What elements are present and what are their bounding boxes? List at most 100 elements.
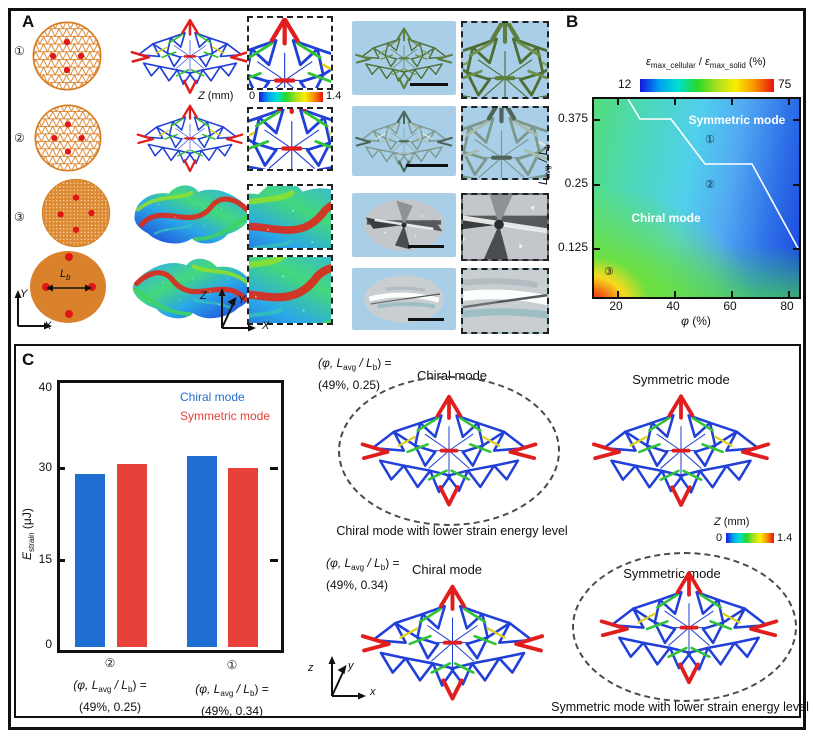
fem-inset-3 xyxy=(247,184,333,250)
photo-sample-1 xyxy=(352,21,456,95)
photo-inset-3 xyxy=(461,193,549,261)
q2-title: Symmetric mode xyxy=(632,372,730,387)
lb-label: Lb xyxy=(60,268,71,282)
defect-dot xyxy=(42,283,50,291)
q1-caption: Chiral mode with lower strain energy lev… xyxy=(336,524,568,538)
q1-fem xyxy=(360,394,538,507)
b-ytick-025: 0.25 xyxy=(564,176,588,190)
b-xtick-80: 80 xyxy=(780,299,794,313)
b-ylabel: Lavg / Lb xyxy=(536,144,552,185)
group1-value: (49%, 0.34) xyxy=(200,704,264,718)
axis-x-label: X xyxy=(44,320,52,332)
phase-diagram: Symmetric mode Chiral mode ① ② ③ xyxy=(592,97,801,299)
c-tickmark xyxy=(57,559,65,562)
fem-result-3 xyxy=(118,175,266,251)
q3-fem xyxy=(360,584,545,701)
bar-symmetric-group1 xyxy=(228,468,258,647)
lattice-design-2 xyxy=(34,104,102,172)
b-ytick-0125: 0.125 xyxy=(557,240,588,254)
photo-inset-4 xyxy=(461,268,549,334)
group1-marker: ① xyxy=(226,658,238,672)
design-2-marker: ② xyxy=(14,131,25,145)
bar-chiral-group2 xyxy=(75,474,105,647)
photo-sample-3 xyxy=(352,193,456,257)
axis-y2-label: Y xyxy=(238,294,246,306)
b-ytick-0375: 0.375 xyxy=(557,111,588,125)
z-colorbar-max: 1.4 xyxy=(326,90,342,102)
region-symmetric-label: Symmetric mode xyxy=(688,113,786,127)
xyz-axes-icon xyxy=(328,656,366,700)
panel-c-label: C xyxy=(22,350,35,369)
c-axis-z-label: z xyxy=(308,662,314,674)
b-marker-1: ① xyxy=(705,134,715,146)
q3-value: (49%, 0.34) xyxy=(326,578,389,592)
panel-c-border xyxy=(14,344,801,718)
c-axis-x-label: x xyxy=(370,686,376,698)
defect-dot xyxy=(65,310,73,318)
c-ytick-15: 15 xyxy=(38,552,52,566)
bar-symmetric-group2 xyxy=(117,464,147,647)
panel-a-label: A xyxy=(22,12,35,31)
z-colorbar-label: Z (mm) xyxy=(198,90,234,102)
xy-axes-icon xyxy=(14,290,52,330)
fem-inset-4 xyxy=(247,255,333,325)
b-xtick-20: 20 xyxy=(609,299,623,313)
z-colorbar xyxy=(259,92,323,102)
fem-result-1 xyxy=(130,18,250,94)
group2-param: (φ, Lavg / Lb) = xyxy=(73,678,147,694)
region-chiral-label: Chiral mode xyxy=(631,211,701,225)
axis-y-label: Y xyxy=(20,288,28,300)
q1-value: (49%, 0.25) xyxy=(318,378,381,392)
q4-fem xyxy=(599,571,779,684)
phase-boundary-line xyxy=(627,99,799,251)
figure-border xyxy=(8,8,806,730)
c-tickmark xyxy=(270,467,278,470)
b-colorbar xyxy=(640,79,774,92)
q1-param: (φ, Lavg / Lb) = xyxy=(318,356,392,372)
zyx-axes-icon xyxy=(218,288,256,332)
photo-inset-2 xyxy=(461,106,549,180)
b-colorbar-max: 75 xyxy=(778,77,792,91)
b-xlabel: φ (%) xyxy=(681,314,711,328)
strain-energy-chart xyxy=(57,380,284,653)
c-z-colorbar-label: Z (mm) xyxy=(714,516,750,528)
fem-inset-2 xyxy=(247,107,333,171)
q4-caption: Symmetric mode with lower strain energy … xyxy=(551,700,809,714)
design-3-marker: ③ xyxy=(14,210,25,224)
axis-x2-label: X xyxy=(262,320,270,332)
legend-symmetric: Symmetric mode xyxy=(180,409,271,423)
q2-fem xyxy=(591,394,771,507)
c-z-colorbar xyxy=(726,533,774,543)
b-marker-3: ③ xyxy=(604,266,614,278)
design-1-marker: ① xyxy=(14,44,25,58)
bar-chiral-group1 xyxy=(187,456,217,647)
lattice-design-1 xyxy=(32,21,102,91)
axis-z-label: Z xyxy=(200,290,207,302)
b-xtick-60: 60 xyxy=(723,299,737,313)
c-z-colorbar-min: 0 xyxy=(716,532,723,544)
lattice-design-3 xyxy=(41,178,111,248)
defect-dot xyxy=(88,283,96,291)
group1-param: (φ, Lavg / Lb) = xyxy=(195,682,269,698)
fem-result-2 xyxy=(136,104,244,173)
b-marker-2: ② xyxy=(705,179,715,191)
fem-inset-1 xyxy=(247,16,333,90)
c-tickmark xyxy=(270,559,278,562)
photo-inset-1 xyxy=(461,21,549,99)
c-axis-y-label: y xyxy=(348,660,354,672)
c-tickmark xyxy=(57,467,65,470)
c-z-colorbar-max: 1.4 xyxy=(777,532,793,544)
c-ytick-30: 30 xyxy=(38,460,52,474)
lb-arrow xyxy=(46,284,92,292)
panel-b-label: B xyxy=(566,12,579,31)
q3-param: (φ, Lavg / Lb) = xyxy=(326,556,400,572)
photo-sample-4 xyxy=(352,268,456,330)
q1-ellipse xyxy=(338,376,560,526)
z-colorbar-min: 0 xyxy=(249,90,256,102)
b-colorbar-min: 12 xyxy=(618,77,632,91)
group2-value: (49%, 0.25) xyxy=(78,700,142,714)
legend-chiral: Chiral mode xyxy=(180,390,245,404)
q4-ellipse xyxy=(572,552,797,702)
c-ytick-0: 0 xyxy=(45,637,52,651)
